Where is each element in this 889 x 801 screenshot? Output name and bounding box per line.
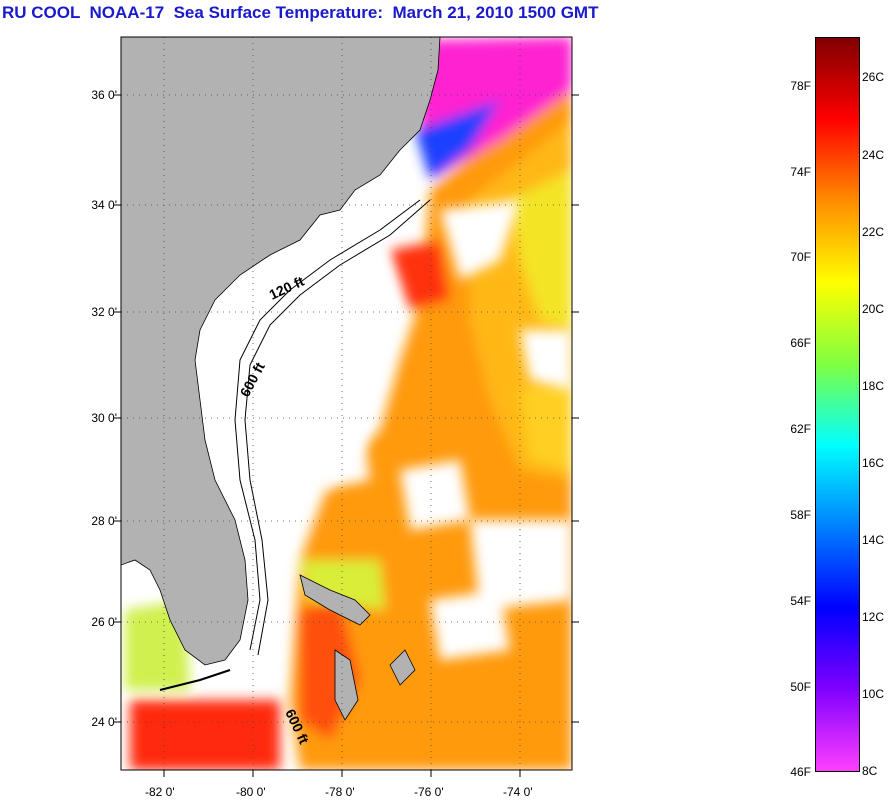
lat-label-34: 34 0' — [91, 198, 117, 212]
lon-label-78: -78 0' — [325, 785, 355, 799]
cbar-f-46: 46F — [790, 765, 811, 779]
lat-label-26: 26 0' — [91, 615, 117, 629]
cbar-c-14: 14C — [862, 533, 885, 547]
lon-label-74: -74 0' — [503, 785, 533, 799]
lon-label-82: -82 0' — [145, 785, 175, 799]
contour-120ft — [234, 199, 421, 651]
map-frame — [120, 36, 573, 771]
axis-ticks — [114, 94, 579, 777]
cbar-c-12: 12C — [862, 610, 885, 624]
cbar-f-62: 62F — [790, 422, 811, 436]
lat-label-30: 30 0' — [91, 411, 117, 425]
contour-600ft — [244, 199, 431, 656]
lat-label-24: 24 0' — [91, 715, 117, 729]
lat-label-36: 36 0' — [91, 88, 117, 102]
bahamas-islands — [299, 574, 416, 721]
cbar-c-16: 16C — [862, 456, 885, 470]
cbar-c-8: 8C — [862, 764, 878, 778]
cbar-f-78: 78F — [790, 79, 811, 93]
lon-label-76: -76 0' — [414, 785, 444, 799]
cbar-f-66: 66F — [790, 336, 811, 350]
lat-label-28: 28 0' — [91, 514, 117, 528]
colorbar — [815, 37, 860, 772]
cbar-f-54: 54F — [790, 594, 811, 608]
cbar-f-74: 74F — [790, 165, 811, 179]
cbar-c-22: 22C — [862, 225, 885, 239]
page-title: RU COOL NOAA-17 Sea Surface Temperature:… — [2, 3, 599, 22]
lon-label-80: -80 0' — [236, 785, 266, 799]
graticule — [121, 37, 572, 770]
cbar-c-24: 24C — [862, 148, 885, 162]
cbar-c-26: 26C — [862, 70, 885, 84]
cbar-c-10: 10C — [862, 687, 885, 701]
cbar-f-58: 58F — [790, 508, 811, 522]
lat-label-32: 32 0' — [91, 305, 117, 319]
cloud-mask — [310, 200, 572, 660]
land-mass — [121, 37, 441, 666]
cbar-f-70: 70F — [790, 250, 811, 264]
cbar-c-18: 18C — [862, 379, 885, 393]
cbar-c-20: 20C — [862, 302, 885, 316]
cbar-f-50: 50F — [790, 680, 811, 694]
